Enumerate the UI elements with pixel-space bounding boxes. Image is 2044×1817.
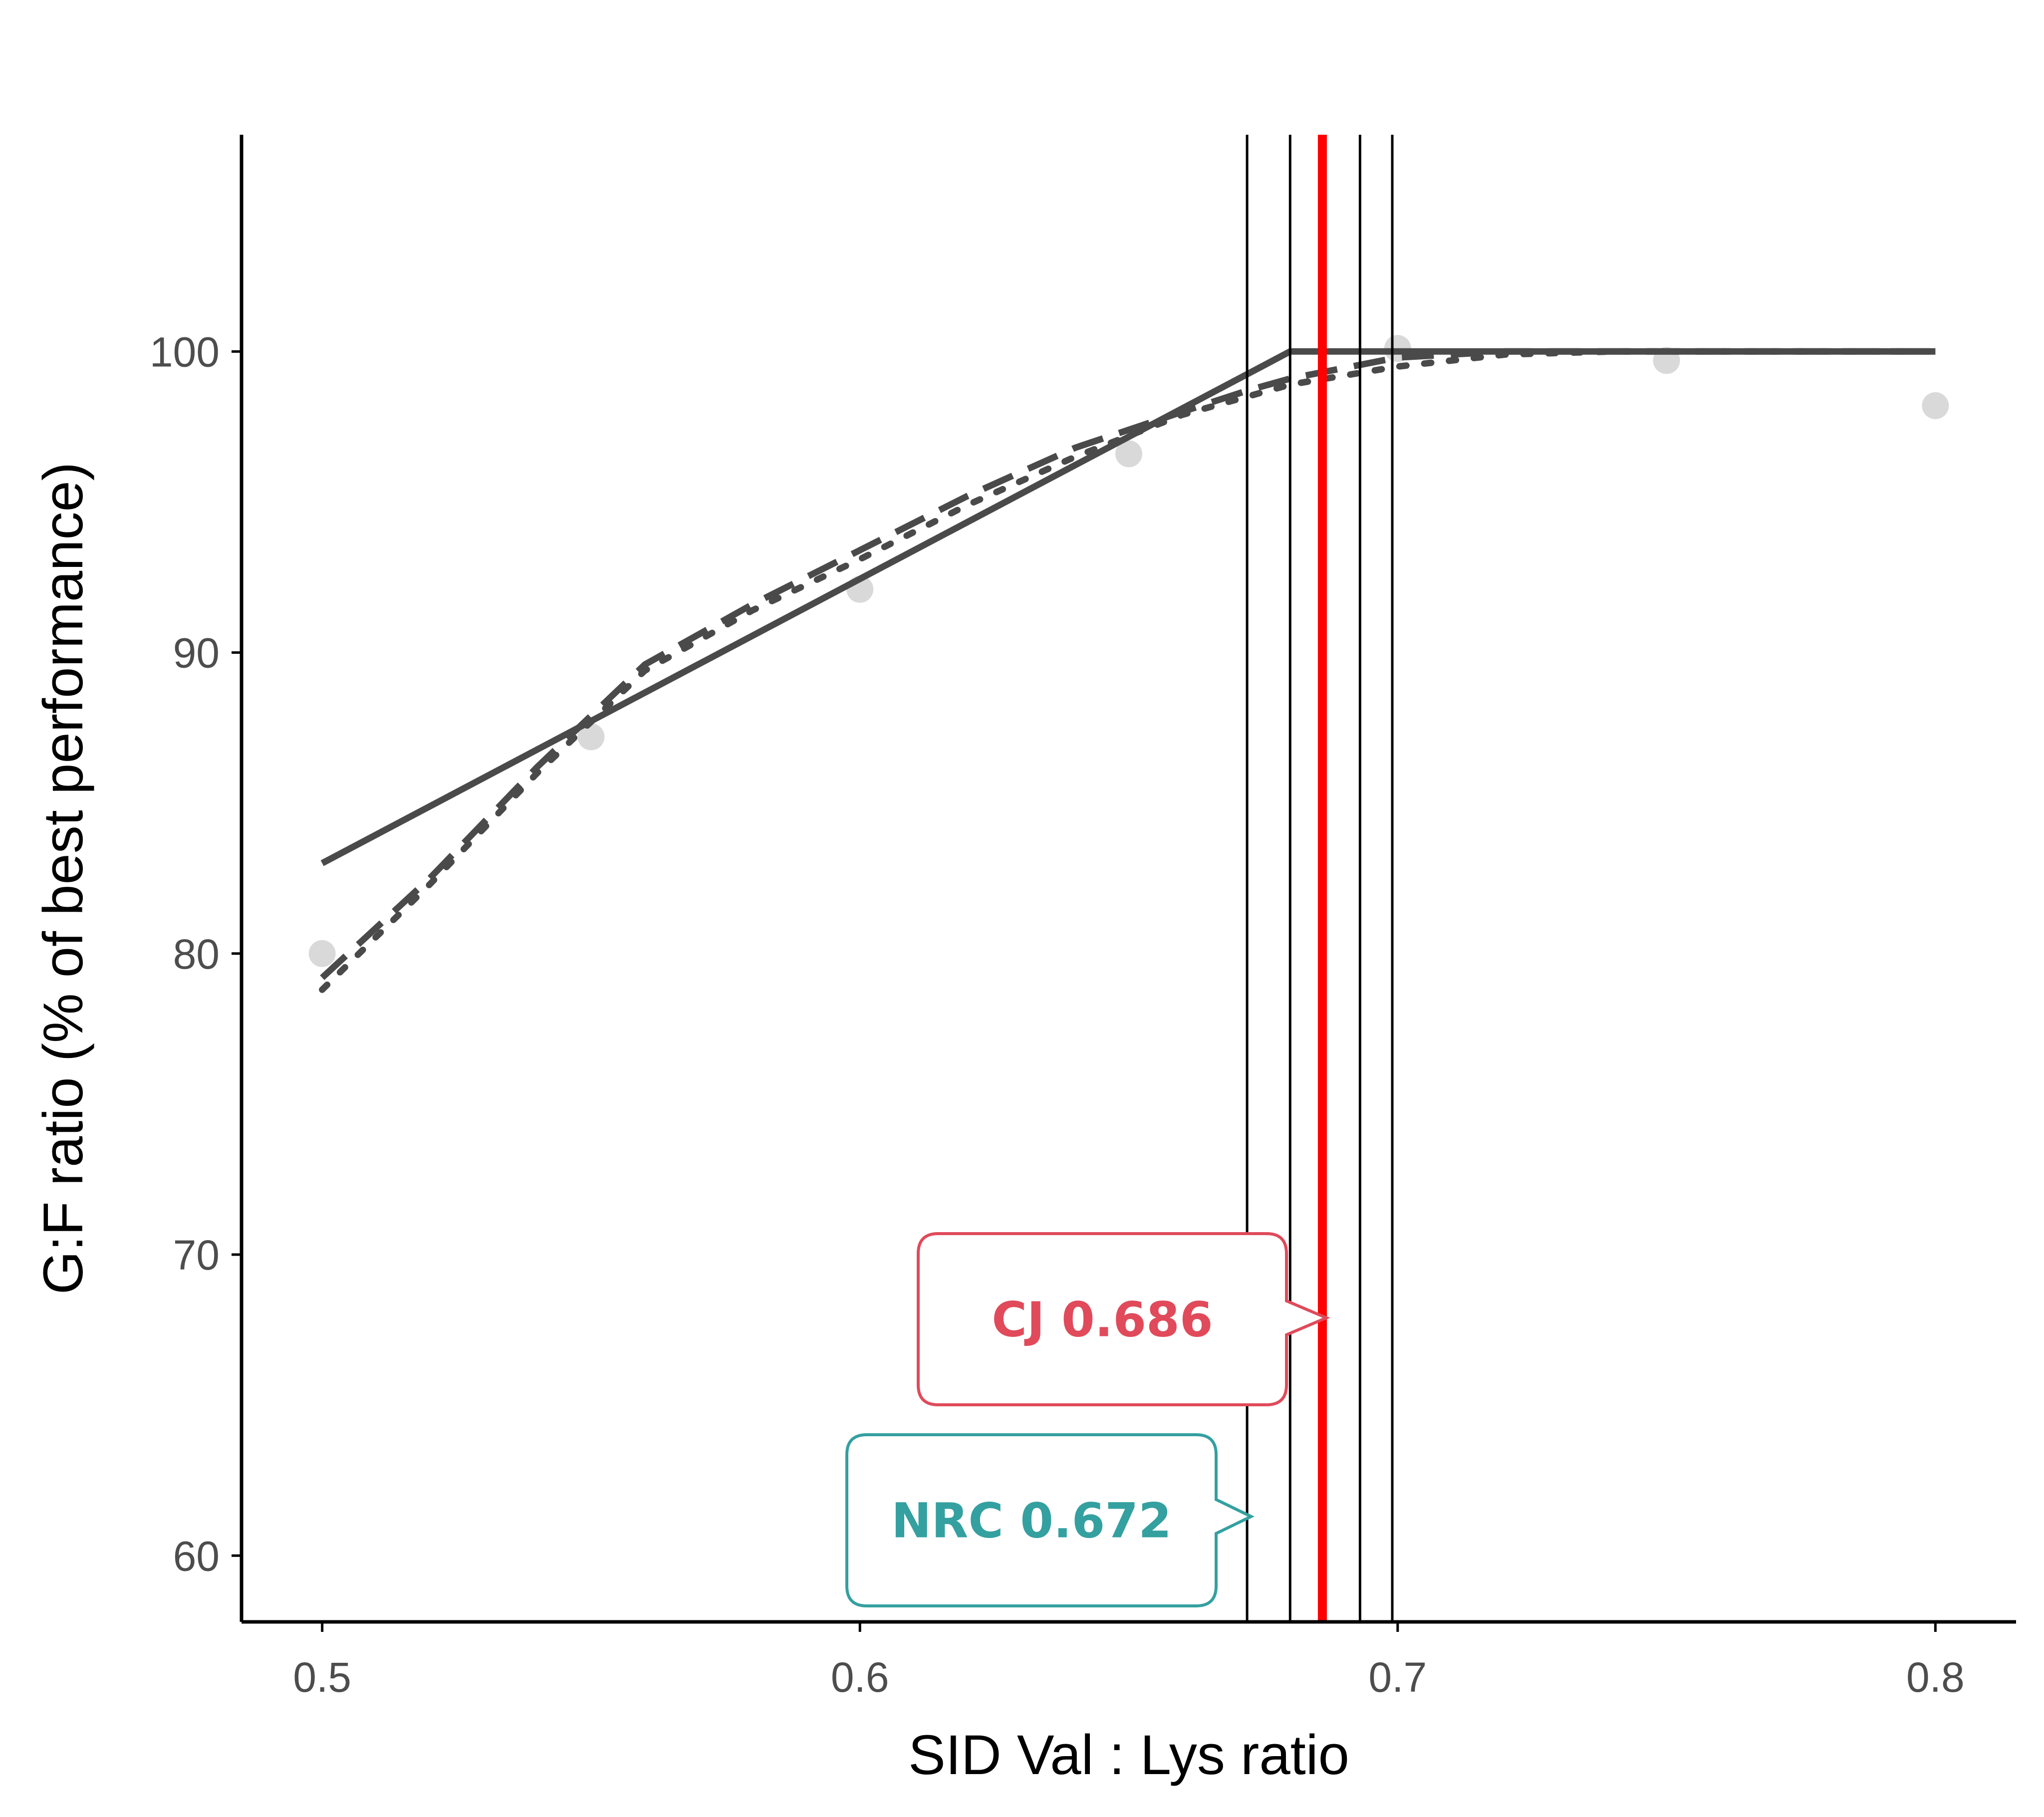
series-line-dashed: [320, 348, 1936, 980]
y-tick-label: 80: [173, 931, 220, 978]
callout-bubble: [845, 1433, 1255, 1607]
callout-bubble: [917, 1232, 1330, 1406]
observed-point-1: [577, 723, 605, 751]
x-tick-label: 0.8: [1906, 1654, 1965, 1701]
y-axis-ticks: 60 70 80 90 100: [150, 328, 242, 1579]
x-axis-title: SID Val : Lys ratio: [908, 1724, 1349, 1786]
observed-points: [308, 335, 1949, 967]
callouts: CJ 0.686 NRC 0.672: [845, 1232, 1330, 1607]
axes: [240, 135, 2016, 1624]
callout-1: NRC 0.672: [845, 1433, 1255, 1607]
observed-point-0: [308, 940, 336, 967]
observed-point-3: [1115, 440, 1142, 468]
x-tick-label: 0.5: [293, 1654, 351, 1701]
callout-0: CJ 0.686: [917, 1232, 1330, 1406]
series-line-dotted: [319, 348, 1939, 993]
x-tick-label: 0.7: [1368, 1654, 1427, 1701]
callout-label: CJ 0.686: [992, 1292, 1213, 1348]
observed-point-6: [1922, 392, 1949, 419]
y-tick-label: 90: [173, 630, 220, 677]
y-tick-label: 100: [150, 328, 220, 375]
x-tick-label: 0.6: [831, 1654, 889, 1701]
callout-label: NRC 0.672: [891, 1493, 1172, 1549]
y-tick-label: 70: [173, 1232, 220, 1279]
x-axis-ticks: 0.5 0.6 0.7 0.8: [293, 1622, 1965, 1701]
y-axis-title: G:F ratio (% of best performance): [32, 462, 94, 1295]
y-tick-label: 60: [173, 1533, 220, 1579]
